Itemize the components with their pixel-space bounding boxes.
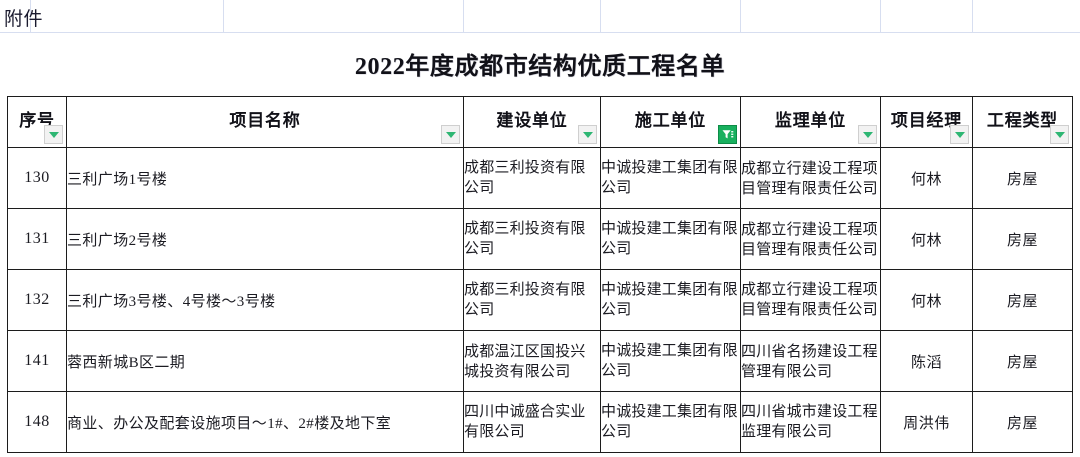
- attachment-label: 附件: [4, 8, 44, 30]
- cell-supervisor: 四川省名扬建设工程管理有限公司: [740, 330, 881, 392]
- cell-contractor: 中诚投建工集团有限公司: [600, 269, 741, 331]
- filter-dropdown-icon-manager[interactable]: [950, 125, 969, 144]
- cell-manager: 周洪伟: [880, 391, 973, 453]
- filter-dropdown-icon-owner[interactable]: [578, 125, 597, 144]
- column-header-label: 建设单位: [496, 111, 568, 130]
- cell-contractor: 中诚投建工集团有限公司: [600, 208, 741, 270]
- filter-dropdown-icon-supervisor[interactable]: [858, 125, 877, 144]
- cell-type: 房屋: [972, 147, 1073, 209]
- cell-owner: 成都三利投资有限公司: [463, 208, 601, 270]
- cell-manager: 何林: [880, 147, 973, 209]
- gridline-v: [880, 0, 881, 33]
- cell-project: 商业、办公及配套设施项目～1#、2#楼及地下室: [66, 391, 464, 453]
- gridline-v: [463, 0, 464, 33]
- cell-owner: 成都三利投资有限公司: [463, 269, 601, 331]
- column-header-label: 工程类型: [986, 111, 1059, 130]
- filter-dropdown-icon-project[interactable]: [441, 125, 460, 144]
- cell-owner: 成都温江区国投兴城投资有限公司: [463, 330, 601, 392]
- gridline-v: [30, 0, 31, 33]
- cell-project: 蓉西新城B区二期: [66, 330, 464, 392]
- sheet-gridlines: [0, 0, 1080, 33]
- table-row[interactable]: 130 三利广场1号楼 成都三利投资有限公司 中诚投建工集团有限公司 成都立行建…: [7, 147, 1073, 209]
- cell-index: 141: [7, 330, 67, 392]
- gridline-v: [600, 0, 601, 33]
- column-header-label: 项目经理: [890, 111, 963, 130]
- table-row[interactable]: 148 商业、办公及配套设施项目～1#、2#楼及地下室 四川中诚盛合实业有限公司…: [7, 391, 1073, 453]
- cell-project: 三利广场1号楼: [66, 147, 464, 209]
- column-header-label: 监理单位: [774, 111, 847, 130]
- cell-index: 131: [7, 208, 67, 270]
- column-header-owner: 建设单位: [463, 96, 601, 148]
- column-header-type: 工程类型: [972, 96, 1073, 148]
- cell-manager: 何林: [880, 269, 973, 331]
- cell-supervisor: 成都立行建设工程项目管理有限责任公司: [740, 208, 881, 270]
- cell-project: 三利广场3号楼、4号楼～3号楼: [66, 269, 464, 331]
- cell-index: 130: [7, 147, 67, 209]
- cell-type: 房屋: [972, 208, 1073, 270]
- table-row[interactable]: 132 三利广场3号楼、4号楼～3号楼 成都三利投资有限公司 中诚投建工集团有限…: [7, 269, 1073, 331]
- column-header-project: 项目名称: [66, 96, 464, 148]
- cell-owner: 成都三利投资有限公司: [463, 147, 601, 209]
- cell-supervisor: 成都立行建设工程项目管理有限责任公司: [740, 147, 881, 209]
- gridline-v: [740, 0, 741, 33]
- filter-dropdown-icon-type[interactable]: [1050, 125, 1069, 144]
- project-list-table: 序号 项目名称 建设单位 施工单位: [7, 96, 1073, 453]
- column-header-label: 施工单位: [634, 111, 707, 130]
- column-header-supervisor: 监理单位: [740, 96, 881, 148]
- filter-dropdown-icon-index[interactable]: [44, 125, 63, 144]
- cell-contractor: 中诚投建工集团有限公司: [600, 391, 741, 453]
- cell-index: 132: [7, 269, 67, 331]
- cell-owner: 四川中诚盛合实业有限公司: [463, 391, 601, 453]
- cell-type: 房屋: [972, 391, 1073, 453]
- cell-index: 148: [7, 391, 67, 453]
- cell-supervisor: 四川省城市建设工程监理有限公司: [740, 391, 881, 453]
- cell-manager: 陈滔: [880, 330, 973, 392]
- cell-type: 房屋: [972, 269, 1073, 331]
- column-header-index: 序号: [7, 96, 67, 148]
- column-header-label: 项目名称: [229, 111, 301, 130]
- gridline-v: [972, 0, 973, 33]
- page-title: 2022年度成都市结构优质工程名单: [354, 54, 726, 80]
- cell-manager: 何林: [880, 208, 973, 270]
- cell-type: 房屋: [972, 330, 1073, 392]
- table-row[interactable]: 131 三利广场2号楼 成都三利投资有限公司 中诚投建工集团有限公司 成都立行建…: [7, 208, 1073, 270]
- column-header-contractor: 施工单位: [600, 96, 741, 148]
- filter-active-icon-contractor[interactable]: [718, 125, 737, 144]
- column-header-manager: 项目经理: [880, 96, 973, 148]
- cell-project: 三利广场2号楼: [66, 208, 464, 270]
- table-row[interactable]: 141 蓉西新城B区二期 成都温江区国投兴城投资有限公司 中诚投建工集团有限公司…: [7, 330, 1073, 392]
- cell-supervisor: 成都立行建设工程项目管理有限责任公司: [740, 269, 881, 331]
- cell-contractor: 中诚投建工集团有限公司: [600, 330, 741, 392]
- gridline-v: [223, 0, 224, 33]
- table-header-row: 序号 项目名称 建设单位 施工单位: [7, 96, 1073, 148]
- table-body: 130 三利广场1号楼 成都三利投资有限公司 中诚投建工集团有限公司 成都立行建…: [7, 147, 1073, 453]
- cell-contractor: 中诚投建工集团有限公司: [600, 147, 741, 209]
